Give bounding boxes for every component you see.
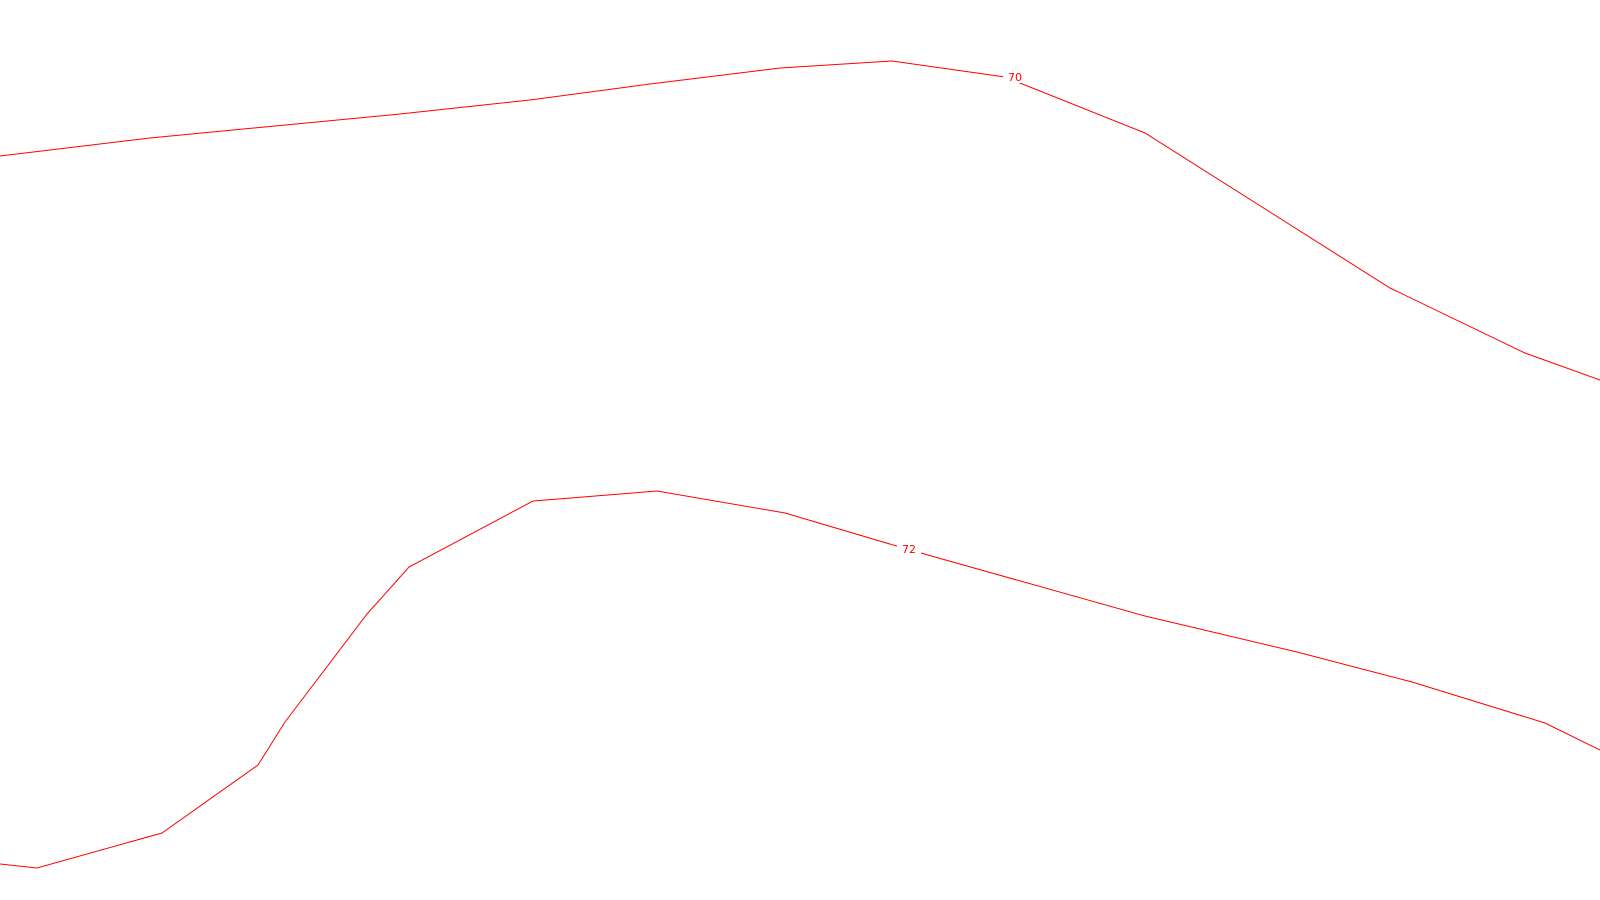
contour-line-70: 70 (0, 60, 1600, 381)
contour-line-72: 72 (0, 490, 1600, 869)
contour-72-path (0, 490, 1600, 869)
contour-70-path (0, 60, 1600, 381)
contour-label-72: 72 (902, 543, 916, 556)
contour-label-70: 70 (1008, 71, 1022, 84)
